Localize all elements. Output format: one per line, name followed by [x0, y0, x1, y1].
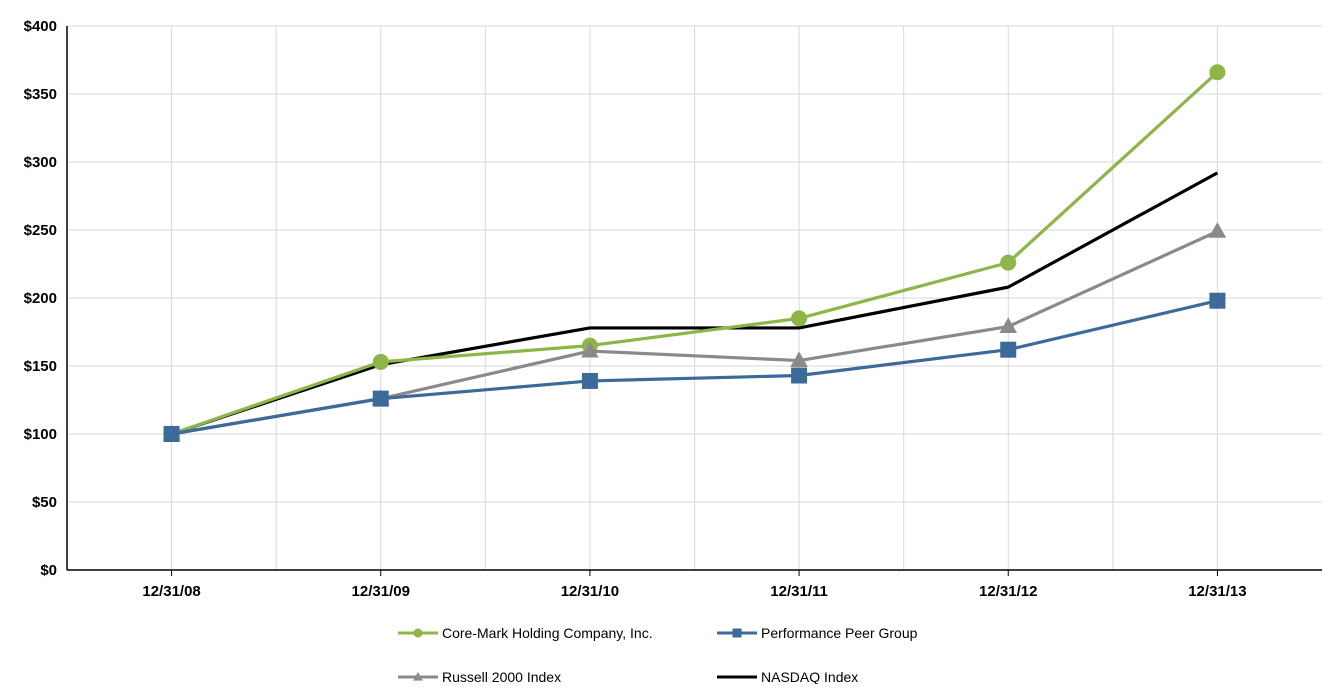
data-point-triangle — [413, 671, 423, 681]
data-point-triangle — [581, 341, 599, 358]
y-tick-label: $100 — [24, 426, 57, 443]
x-tick-label: 12/31/11 — [770, 583, 828, 600]
series-line — [171, 71, 1219, 436]
data-point-square — [791, 367, 808, 384]
legend-label: NASDAQ Index — [761, 669, 858, 684]
x-tick-label: 12/31/10 — [561, 583, 619, 600]
grid-layer — [67, 25, 1322, 571]
data-point-circle — [1209, 64, 1226, 81]
data-point-square — [732, 628, 742, 638]
legend-entry-3: NASDAQ Index — [717, 669, 858, 685]
y-tick-label: $0 — [40, 562, 57, 579]
y-tick-label: $300 — [24, 154, 57, 171]
data-point-triangle — [999, 317, 1018, 333]
y-tick-label: $150 — [24, 358, 57, 375]
legend-entry-0: Core-Mark Holding Company, Inc. — [398, 625, 653, 641]
series-line — [171, 171, 1219, 436]
data-point-square — [1209, 292, 1226, 309]
y-tick-label: $200 — [24, 290, 57, 307]
legend-entry-2: Russell 2000 Index — [398, 669, 561, 685]
x-tick-label: 12/31/12 — [979, 583, 1037, 600]
x-tick-label: 12/31/09 — [352, 583, 410, 600]
data-point-square — [1000, 341, 1017, 358]
y-tick-label: $400 — [24, 18, 57, 35]
legend-entry-1: Performance Peer Group — [717, 625, 918, 641]
legend-label: Russell 2000 Index — [442, 669, 561, 684]
data-point-triangle — [1208, 222, 1227, 238]
y-tick-label: $350 — [24, 86, 57, 103]
data-point-square — [163, 426, 180, 442]
series-3 — [171, 171, 1219, 436]
legend-label: Core-Mark Holding Company, Inc. — [442, 625, 653, 641]
series-layer — [162, 64, 1227, 442]
data-point-circle — [1000, 254, 1017, 271]
data-point-circle — [372, 353, 389, 370]
data-point-circle — [791, 310, 808, 327]
y-tick-label: $250 — [24, 222, 57, 239]
legend: Core-Mark Holding Company, Inc. Performan… — [398, 625, 918, 685]
axis-layer: $0 $50 $100 $150 $200 $250 $300 $350 $400 12/31/0… — [24, 18, 1322, 600]
series-1 — [163, 292, 1226, 442]
series-line — [171, 299, 1218, 436]
x-tick-label: 12/31/13 — [1188, 583, 1246, 600]
y-tick-label: $50 — [32, 494, 57, 511]
data-point-square — [581, 372, 598, 389]
data-point-triangle — [790, 351, 808, 367]
data-point-square — [372, 390, 389, 407]
data-point-circle — [413, 628, 423, 638]
x-tick-label: 12/31/08 — [142, 583, 200, 600]
legend-label: Performance Peer Group — [761, 625, 918, 641]
